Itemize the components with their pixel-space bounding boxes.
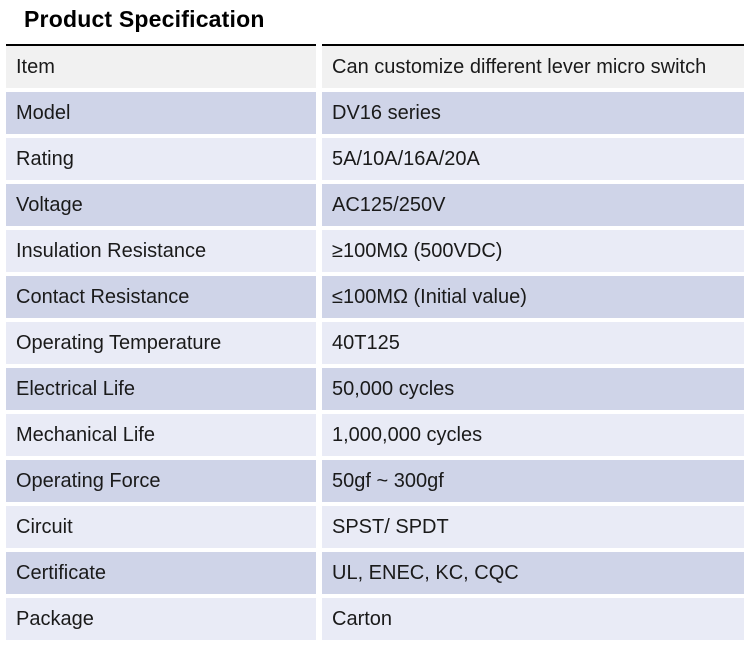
table-row: Voltage AC125/250V [6,184,744,226]
product-specification-table: Item Can customize different lever micro … [0,40,750,644]
table-row: Item Can customize different lever micro … [6,44,744,88]
table-row: Operating Temperature 40T125 [6,322,744,364]
table-row: Operating Force 50gf ~ 300gf [6,460,744,502]
spec-label-cell: Rating [6,138,316,180]
page-title: Product Specification [24,6,265,32]
spec-value-cell: SPST/ SPDT [322,506,744,548]
spec-label-cell: Certificate [6,552,316,594]
spec-value-cell: 50gf ~ 300gf [322,460,744,502]
spec-value-cell: 50,000 cycles [322,368,744,410]
table-row: Circuit SPST/ SPDT [6,506,744,548]
table-row: Rating 5A/10A/16A/20A [6,138,744,180]
spec-label-cell: Electrical Life [6,368,316,410]
spec-value-cell: 5A/10A/16A/20A [322,138,744,180]
table-row: Mechanical Life 1,000,000 cycles [6,414,744,456]
table-row: Insulation Resistance ≥100MΩ (500VDC) [6,230,744,272]
spec-value-cell: ≥100MΩ (500VDC) [322,230,744,272]
spec-label-cell: Mechanical Life [6,414,316,456]
table-row: Package Carton [6,598,744,640]
spec-label-cell: Package [6,598,316,640]
spec-label-cell: Circuit [6,506,316,548]
spec-table-body: Item Can customize different lever micro … [6,44,744,640]
spec-label-cell: Operating Temperature [6,322,316,364]
spec-value-cell: ≤100MΩ (Initial value) [322,276,744,318]
spec-label-cell: Voltage [6,184,316,226]
spec-label-cell: Item [6,44,316,88]
spec-value-cell: DV16 series [322,92,744,134]
spec-label-cell: Contact Resistance [6,276,316,318]
spec-label-cell: Model [6,92,316,134]
table-row: Electrical Life 50,000 cycles [6,368,744,410]
spec-value-cell: Can customize different lever micro swit… [322,44,744,88]
table-row: Certificate UL, ENEC, KC, CQC [6,552,744,594]
spec-value-cell: UL, ENEC, KC, CQC [322,552,744,594]
spec-label-cell: Insulation Resistance [6,230,316,272]
spec-value-cell: Carton [322,598,744,640]
spec-label-cell: Operating Force [6,460,316,502]
table-row: Contact Resistance ≤100MΩ (Initial value) [6,276,744,318]
spec-value-cell: 40T125 [322,322,744,364]
spec-value-cell: 1,000,000 cycles [322,414,744,456]
table-row: Model DV16 series [6,92,744,134]
spec-value-cell: AC125/250V [322,184,744,226]
